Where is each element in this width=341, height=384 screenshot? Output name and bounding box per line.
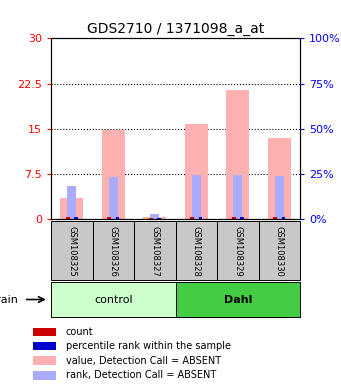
Text: GSM108327: GSM108327 (150, 225, 159, 276)
Bar (116, 217, 119, 219)
Text: GSM108326: GSM108326 (109, 225, 118, 276)
Bar (282, 217, 285, 219)
FancyBboxPatch shape (51, 221, 93, 280)
Bar (226, 89, 249, 219)
Bar (199, 217, 202, 219)
Bar (190, 217, 194, 219)
Bar (232, 217, 236, 219)
Bar (33, 371, 56, 379)
Text: count: count (65, 327, 93, 337)
Text: GSM108330: GSM108330 (275, 225, 284, 276)
Text: GSM108328: GSM108328 (192, 225, 201, 276)
Bar (74, 217, 78, 219)
Text: GSM108329: GSM108329 (233, 225, 242, 276)
Bar (107, 217, 111, 219)
Text: percentile rank within the sample: percentile rank within the sample (65, 341, 231, 351)
Bar (240, 217, 244, 219)
Bar (157, 218, 161, 219)
Bar (33, 341, 56, 351)
Text: rank, Detection Call = ABSENT: rank, Detection Call = ABSENT (65, 370, 216, 380)
Bar (268, 138, 291, 219)
Bar (150, 214, 160, 219)
Bar (149, 218, 152, 219)
Text: value, Detection Call = ABSENT: value, Detection Call = ABSENT (65, 356, 221, 366)
FancyBboxPatch shape (258, 221, 300, 280)
Text: GSM108325: GSM108325 (68, 225, 76, 276)
FancyBboxPatch shape (93, 221, 134, 280)
Text: Dahl: Dahl (224, 295, 252, 305)
Bar (67, 186, 76, 219)
Bar (192, 175, 201, 219)
FancyBboxPatch shape (176, 282, 300, 317)
Bar (275, 175, 284, 219)
FancyBboxPatch shape (134, 221, 176, 280)
Text: control: control (94, 295, 133, 305)
FancyBboxPatch shape (217, 221, 258, 280)
Bar (273, 217, 277, 219)
Bar (60, 198, 83, 219)
Bar (144, 217, 166, 219)
Text: strain: strain (0, 295, 19, 305)
Bar (102, 131, 125, 219)
Bar (33, 328, 56, 336)
Bar (185, 124, 208, 219)
Title: GDS2710 / 1371098_a_at: GDS2710 / 1371098_a_at (87, 22, 264, 36)
FancyBboxPatch shape (51, 282, 176, 317)
Bar (33, 356, 56, 365)
Bar (109, 177, 118, 219)
Bar (66, 217, 70, 219)
Bar (233, 175, 242, 219)
FancyBboxPatch shape (176, 221, 217, 280)
